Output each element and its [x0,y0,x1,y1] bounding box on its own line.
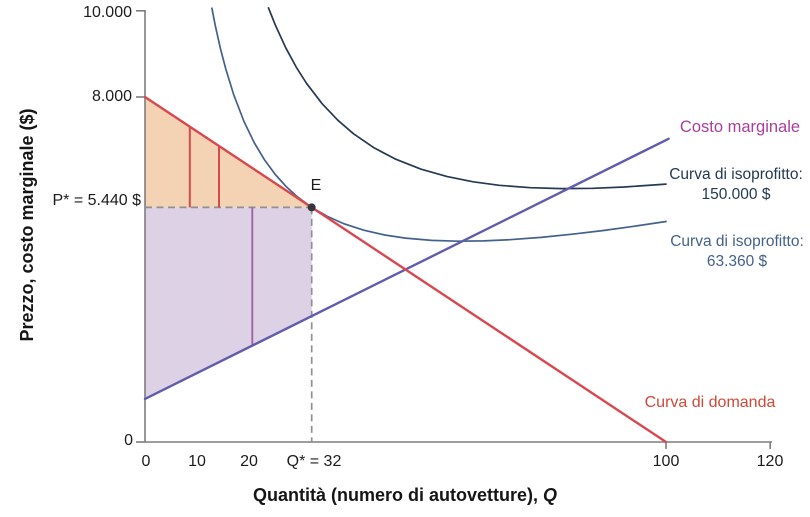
equilibrium-point [307,203,316,212]
y-tick-0: 0 [124,432,133,449]
demand-curve-label: Curva di domanda [644,394,776,411]
curve-marginal-cost [143,137,670,401]
y-axis-title: Prezzo, costo marginale ($) [16,108,37,342]
isoprofit-63360-label-line1: Curva di isoprofitto: [670,233,804,250]
curve-demand [143,95,668,444]
curve-isoprofit-150000 [267,7,667,190]
x-axis-title-text: Quantità (numero di autovetture), [252,485,543,505]
isoprofit-150000-label-line2: 150.000 $ [701,186,771,203]
y-tick-8000: 8.000 [91,88,132,105]
marginal-cost-label: Costo marginale [679,118,801,136]
x-tick-100: 100 [652,453,680,470]
x-tick-qstar: Q* = 32 [286,453,342,470]
x-axis-title: Quantità (numero di autovetture), Q [145,484,665,507]
curve-isoprofit-63360 [211,7,667,243]
equilibrium-point-label: E [310,177,322,194]
x-tick-0: 0 [141,453,151,470]
isoprofit-150000-label-line1: Curva di isoprofitto: [669,166,803,183]
x-tick-10: 10 [188,453,206,470]
isoprofit-63360-label: Curva di isoprofitto: 63.360 $ [670,232,804,272]
region-below-price [145,207,312,399]
y-tick-10000: 10.000 [83,4,132,21]
x-axis-title-variable: Q [543,485,558,505]
x-tick-20: 20 [240,453,258,470]
isoprofit-150000-label: Curva di isoprofitto: 150.000 $ [669,165,803,205]
isoprofit-63360-label-line2: 63.360 $ [706,253,768,270]
x-tick-120: 120 [756,453,784,470]
y-tick-pstar: P* = 5.440 $ [52,192,141,209]
